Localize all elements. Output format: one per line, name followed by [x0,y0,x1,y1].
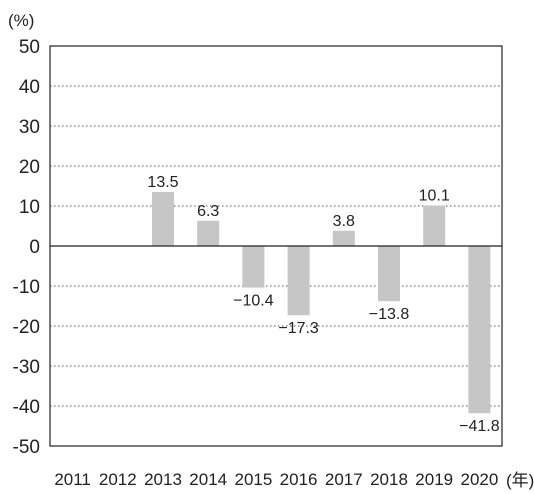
bar [468,246,491,414]
y-tick-label: 30 [19,117,40,138]
x-unit-label: (年) [506,471,534,490]
bar [287,246,310,316]
data-labels: 13.5 6.3 −10.4−17.3 3.8 −13.8 10.1 −41.8 [147,174,499,435]
y-tick-label: -10 [13,277,40,298]
data-label: 13.5 [147,174,178,191]
data-label: −13.8 [369,306,410,323]
data-label: 10.1 [419,188,450,205]
bar [423,205,446,246]
y-tick-label: -30 [13,357,40,378]
x-tick-label: 2012 [99,470,137,489]
x-tick-label: 2019 [415,470,453,489]
x-tick-label: 2020 [460,470,498,489]
y-unit-label: (%) [8,11,34,30]
y-tick-label: -50 [13,437,40,458]
data-label: −17.3 [278,320,319,337]
data-label: 6.3 [197,203,219,220]
x-tick-label: 2011 [54,470,91,489]
bar [152,192,174,246]
y-tick-label: -20 [13,317,40,338]
y-tick-label: -40 [13,397,40,418]
y-tick-label: 20 [19,157,40,178]
data-label: 3.8 [333,213,355,230]
data-label: −10.4 [233,293,274,310]
x-tick-label: 2015 [234,470,272,489]
x-tick-label: 2013 [144,470,182,489]
x-tick-label: 2017 [325,470,363,489]
y-tick-labels: 50 40 30 20 10 0 -10 -20 -30 -40 -50 [13,37,40,458]
y-tick-label: 50 [19,37,40,58]
bar [242,246,265,288]
y-tick-label: 40 [19,77,40,98]
x-tick-label: 2016 [280,470,318,489]
x-tick-label: 2018 [370,470,408,489]
bars [152,192,491,414]
bar [197,220,220,246]
bar [378,246,400,302]
x-tick-label: 2014 [189,470,227,489]
y-tick-label: 0 [29,237,40,258]
y-tick-label: 10 [19,197,40,218]
x-tick-labels: 2011 2012 2013 2014 2015 2016 2017 2018 2019 2020 [54,470,498,489]
bar [332,230,355,246]
data-label: −41.8 [459,418,500,435]
